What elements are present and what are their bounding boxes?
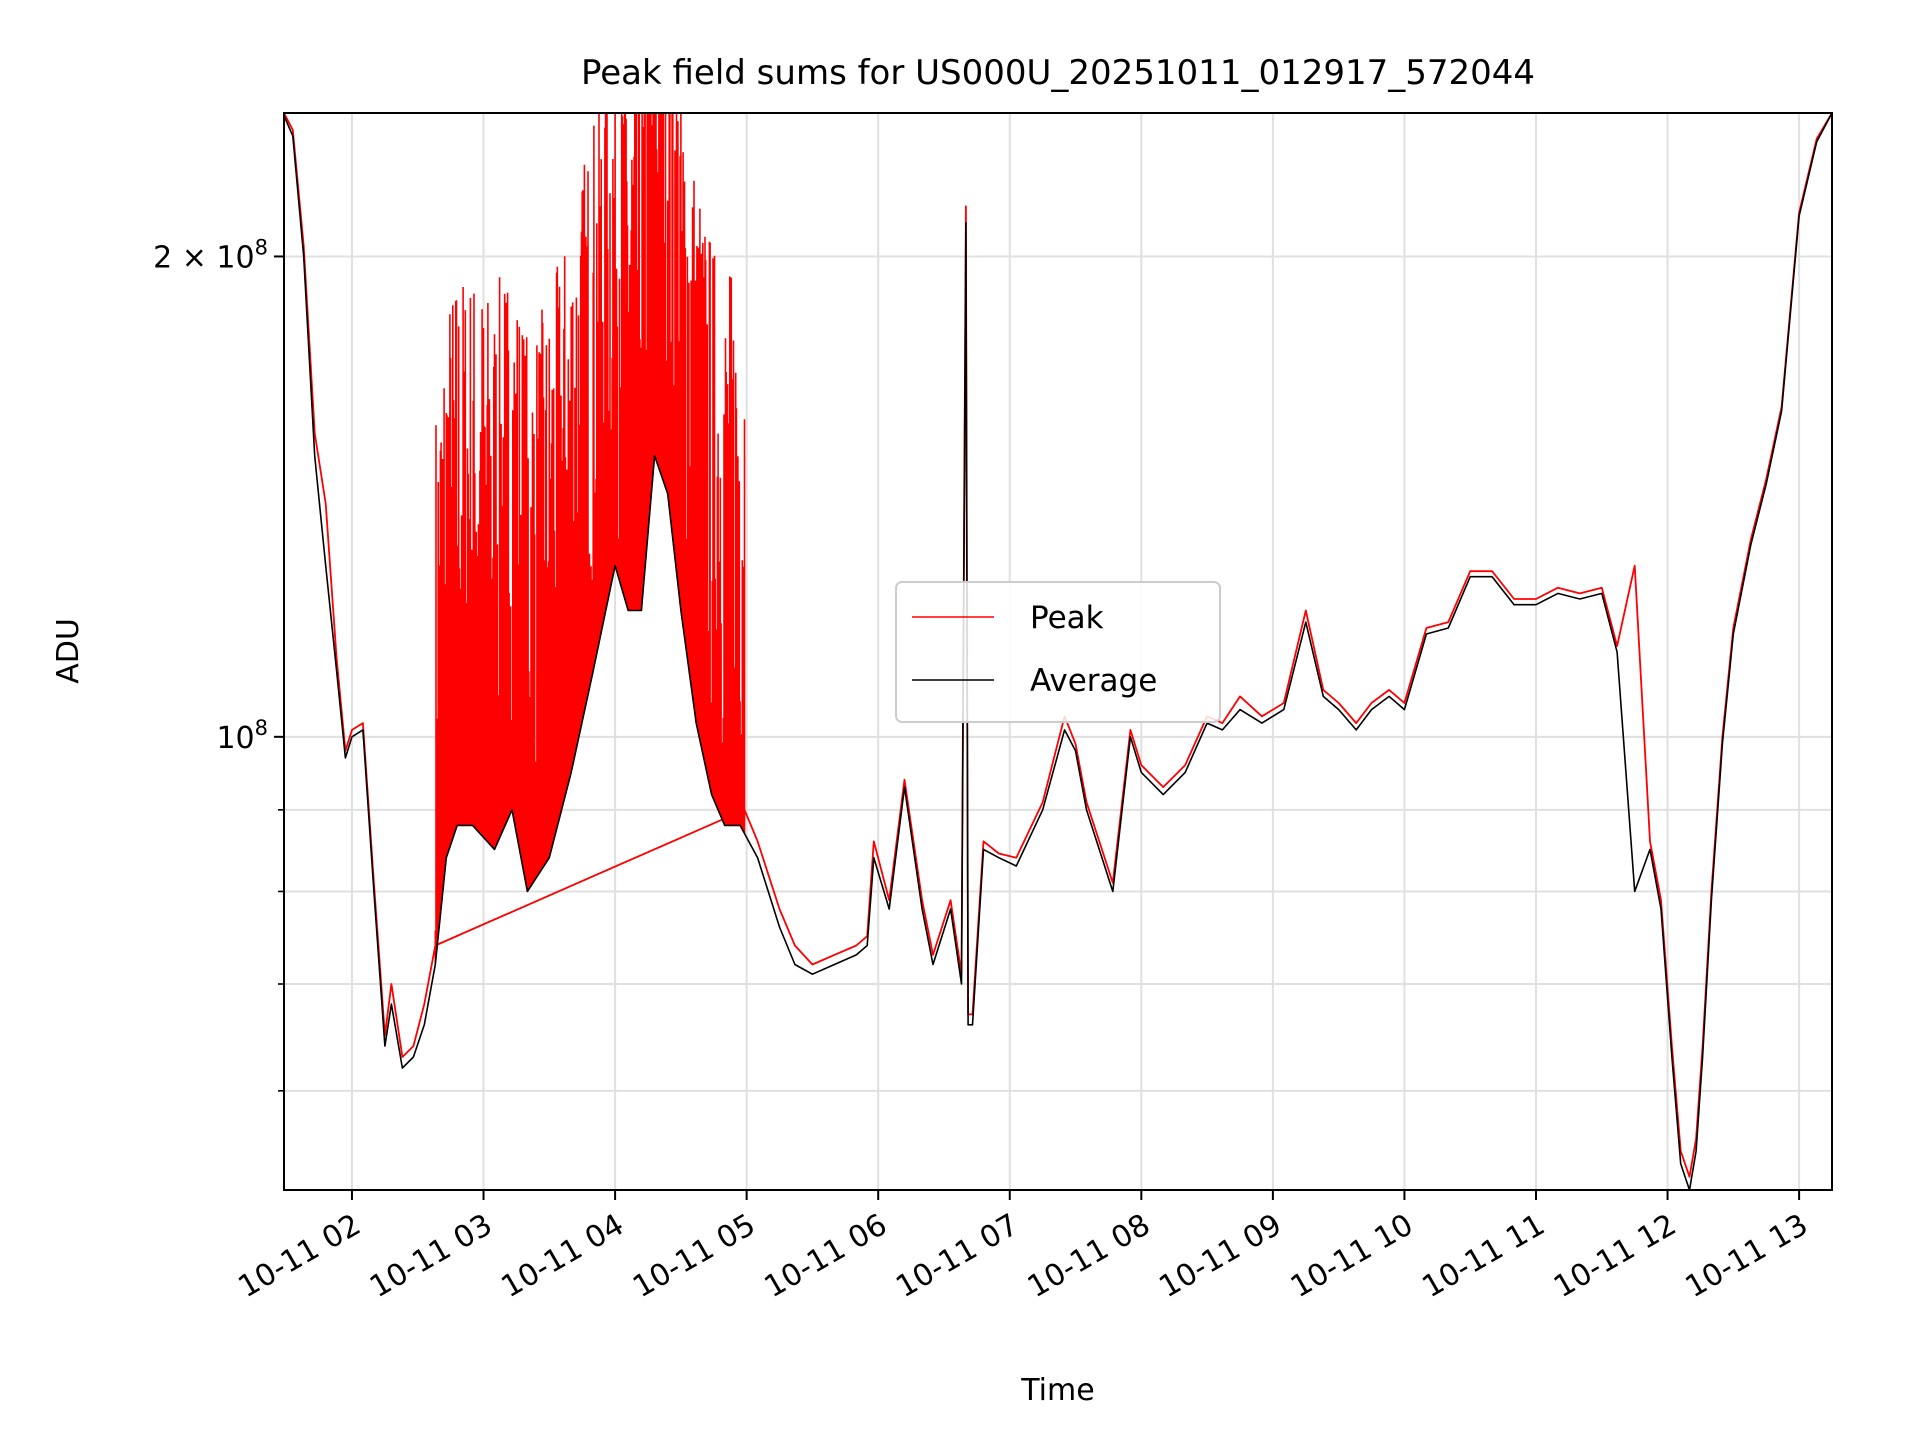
legend: Peak Average [895, 581, 1221, 723]
y-tick-label: 108 [216, 716, 268, 756]
series-line-peak [284, 113, 1832, 1178]
legend-label-average: Average [1030, 663, 1157, 699]
y-axis: 108 2 × 108 [153, 235, 284, 1092]
legend-label-peak: Peak [1030, 600, 1104, 636]
series-line-average [284, 113, 1832, 1190]
series-lines [284, 113, 1832, 1190]
x-axis-label: Time [1020, 1373, 1094, 1408]
plot-frame [283, 112, 1833, 1191]
y-axis-label: ADU [51, 618, 86, 684]
chart-title: Peak field sums for US000U_20251011_0129… [581, 53, 1535, 93]
y-tick-label: 2 × 108 [153, 235, 268, 275]
